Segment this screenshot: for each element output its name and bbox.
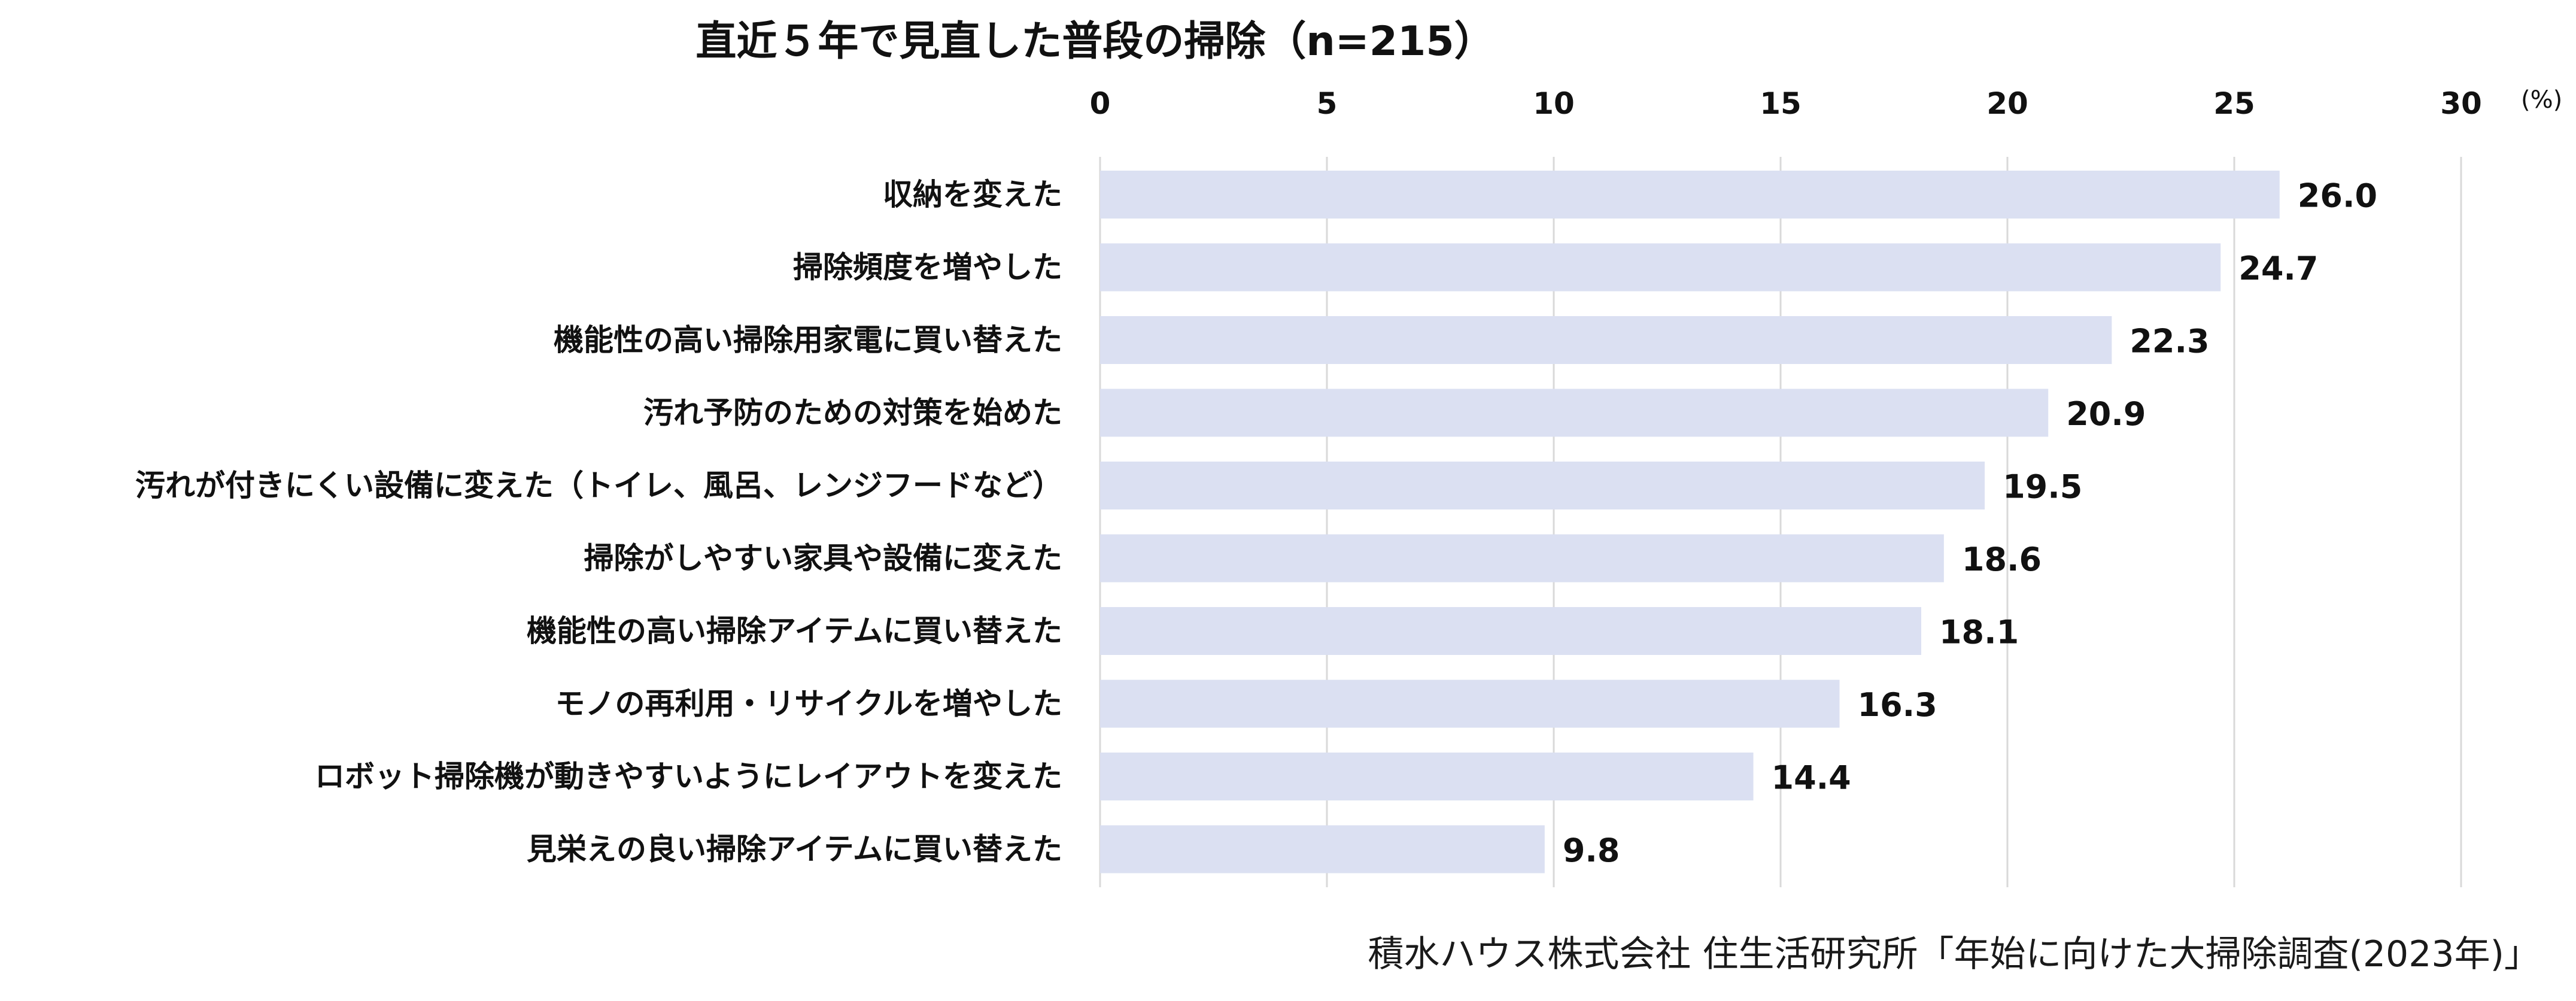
category-label: 収納を変えた	[883, 177, 1062, 212]
bar	[1100, 389, 2049, 437]
bar	[1100, 680, 1840, 728]
value-label: 18.6	[1962, 541, 2042, 578]
source-note: 積水ハウス株式会社 住生活研究所「年始に向けた大掃除調査(2023年)」	[1368, 933, 2540, 975]
value-label: 19.5	[2003, 468, 2082, 506]
unit-label: (%)	[2521, 86, 2562, 114]
value-label: 26.0	[2298, 177, 2377, 215]
x-tick-label: 10	[1533, 86, 1575, 121]
value-label: 24.7	[2238, 250, 2318, 287]
value-label: 9.8	[1563, 832, 1620, 869]
value-label: 16.3	[1858, 686, 1937, 724]
bar	[1100, 753, 1754, 800]
bar	[1100, 171, 2280, 219]
chart-title-text: 直近５年で見直した普段の掃除（n=215）	[695, 17, 1495, 65]
value-label: 22.3	[2130, 323, 2209, 360]
bar	[1100, 316, 2112, 364]
bar	[1100, 825, 1545, 873]
bar	[1100, 534, 1944, 583]
category-label: 見栄えの良い掃除アイテムに買い替えた	[527, 832, 1062, 867]
x-tick-label: 25	[2213, 86, 2255, 121]
category-label: 機能性の高い掃除用家電に買い替えた	[554, 323, 1062, 357]
bar	[1100, 243, 2221, 292]
category-label: 掃除頻度を増やした	[793, 250, 1062, 285]
category-label: 機能性の高い掃除アイテムに買い替えた	[527, 614, 1062, 648]
x-tick-label: 20	[1986, 86, 2028, 121]
x-tick-label: 30	[2440, 86, 2482, 121]
bar	[1100, 607, 1921, 655]
category-label: 汚れ予防のための対策を始めた	[643, 396, 1062, 430]
bars	[1100, 171, 2280, 873]
x-tick-label: 15	[1760, 86, 1802, 121]
x-tick-label: 5	[1317, 86, 1338, 121]
category-label: ロボット掃除機が動きやすいようにレイアウトを変えた	[315, 759, 1062, 794]
x-tick-label: 0	[1090, 86, 1111, 121]
category-label: 汚れが付きにくい設備に変えた（トイレ、風呂、レンジフードなど）	[135, 468, 1062, 503]
value-label: 14.4	[1772, 759, 1851, 797]
labels: 0 5 10 15 20 25 30 収納を変えた 26.0 掃除頻度を増やした 24.7 機能性の高…	[135, 86, 2482, 869]
category-label: モノの再利用・リサイクルを増やした	[555, 687, 1063, 721]
value-label: 20.9	[2066, 395, 2146, 433]
value-label: 18.1	[1939, 614, 2019, 651]
bar	[1100, 462, 1985, 509]
category-label: 掃除がしやすい家具や設備に変えた	[584, 541, 1063, 576]
